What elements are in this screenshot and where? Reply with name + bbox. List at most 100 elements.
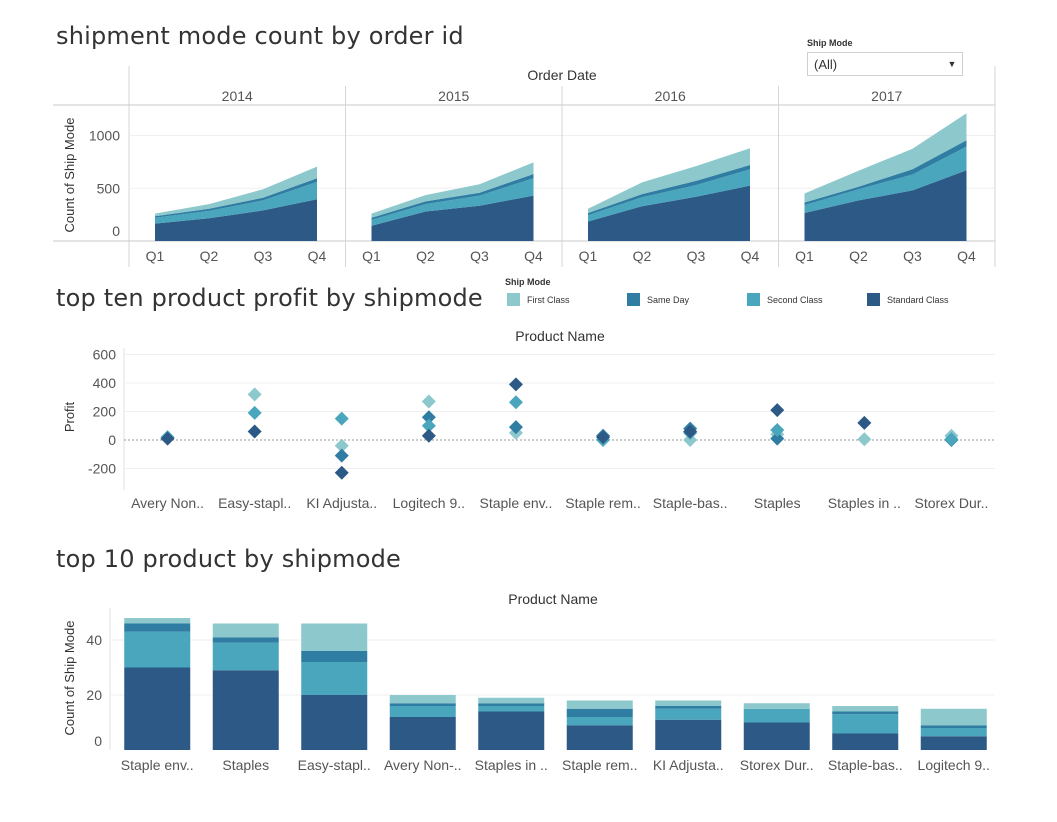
legend-item-standard-class[interactable]: Standard Class <box>867 293 949 306</box>
chart-title-area: shipment mode count by order id <box>56 22 464 50</box>
bar-segment-same-day <box>124 623 191 632</box>
legend-item-second-class[interactable]: Second Class <box>747 293 823 306</box>
y-axis-label: Count of Ship Mode <box>62 621 77 736</box>
scatter-point-first-class <box>857 432 872 447</box>
scatter-point-first-class <box>683 433 698 447</box>
legend-item-same-day[interactable]: Same Day <box>627 293 689 306</box>
scatter-point-standard-class <box>508 377 523 392</box>
ship-mode-filter-label: Ship Mode <box>807 38 853 48</box>
bar-segment-first-class <box>212 623 279 638</box>
legend-label-same-day: Same Day <box>647 294 690 305</box>
bar-segment-same-day <box>478 703 545 706</box>
y-tick-label: 500 <box>97 180 121 196</box>
area-first-class-2016 <box>588 148 750 213</box>
area-second-class-2014 <box>155 181 317 224</box>
scatter-point-first-class <box>247 387 262 402</box>
y-axis-label: Profit <box>62 401 77 432</box>
y-tick-label: -200 <box>88 461 116 477</box>
y-tick-label: 20 <box>86 687 102 703</box>
y-tick-label: 600 <box>93 347 117 363</box>
scatter-point-same-day <box>334 448 349 463</box>
bar-segment-standard-class <box>566 725 633 750</box>
bar-segment-standard-class <box>301 695 368 750</box>
scatter-point-standard-class <box>334 465 349 480</box>
bar-segment-standard-class <box>478 711 545 750</box>
area-second-class-2016 <box>588 169 750 222</box>
bar-segment-first-class <box>389 695 456 704</box>
x-tick-label: Q1 <box>795 248 814 264</box>
legend-label-first-class: First Class <box>527 294 570 305</box>
bar-segment-standard-class <box>655 719 722 750</box>
chart-title-scatter: top ten product profit by shipmode <box>56 284 483 312</box>
ship-mode-filter: Ship Mode (All) ▼ <box>807 38 963 76</box>
bar-segment-same-day <box>301 651 368 662</box>
ship-mode-dropdown[interactable]: (All) ▼ <box>807 52 963 76</box>
year-header-2017: 2017 <box>871 88 902 104</box>
area-standard-class-2016 <box>588 185 750 241</box>
bar-segment-first-class <box>920 708 987 726</box>
x-tick-label: Q4 <box>741 248 760 264</box>
x-tick-label: Q4 <box>957 248 976 264</box>
legend-swatch-first-class <box>507 293 520 306</box>
scatter-point-same-day <box>508 420 523 435</box>
year-header-2014: 2014 <box>222 88 253 104</box>
area-second-class-2017 <box>804 146 967 213</box>
x-tick-label: Q4 <box>308 248 327 264</box>
bar-segment-standard-class <box>832 733 899 750</box>
x-tick-label: Easy-stapl.. <box>218 495 291 511</box>
y-tick-label: 400 <box>93 375 117 391</box>
bar-segment-second-class <box>566 717 633 726</box>
bar-segment-second-class <box>743 708 810 723</box>
legend-swatch-standard-class <box>867 293 880 306</box>
scatter-point-standard-class <box>421 428 436 443</box>
x-tick-label: Easy-stapl.. <box>298 757 371 773</box>
x-tick-label: Storex Dur.. <box>740 757 814 773</box>
chart-title-bar: top 10 product by shipmode <box>56 545 402 573</box>
scatter-point-standard-class <box>596 430 611 445</box>
bar-segment-same-day <box>655 706 722 709</box>
y-tick-label: 0 <box>94 733 102 749</box>
x-tick-label: Staples <box>222 757 269 773</box>
bar-segment-standard-class <box>212 670 279 750</box>
bar-segment-second-class <box>389 706 456 717</box>
bar-segment-standard-class <box>920 736 987 750</box>
x-tick-label: Avery Non-.. <box>384 757 462 773</box>
legend-item-first-class[interactable]: First Class <box>507 293 570 306</box>
area-standard-class-2015 <box>371 195 534 241</box>
bar-segment-same-day <box>920 725 987 728</box>
year-header-2015: 2015 <box>438 88 469 104</box>
y-tick-label: 40 <box>86 632 102 648</box>
area-second-class-2015 <box>371 178 534 226</box>
x-tick-label: KI Adjusta.. <box>306 495 377 511</box>
area-first-class-2015 <box>371 162 534 218</box>
x-tick-label: Staples in .. <box>475 757 548 773</box>
bar-segment-second-class <box>478 706 545 712</box>
scatter-point-first-class <box>334 438 349 453</box>
bar-segment-second-class <box>832 714 899 734</box>
x-tick-label: Staple rem.. <box>562 757 637 773</box>
x-tick-label: Staple-bas.. <box>828 757 903 773</box>
area-same-day-2017 <box>804 140 967 206</box>
bar-segment-second-class <box>301 662 368 695</box>
y-tick-label: 200 <box>93 404 117 420</box>
bar-segment-second-class <box>124 631 191 668</box>
x-tick-label: Staple rem.. <box>565 495 640 511</box>
x-tick-label: Q3 <box>903 248 922 264</box>
scatter-point-standard-class <box>683 424 698 439</box>
scatter-point-standard-class <box>160 431 175 446</box>
dropdown-arrow-icon[interactable]: ▼ <box>947 59 957 69</box>
column-header: Product Name <box>508 591 598 607</box>
y-tick-label: 1000 <box>89 128 120 144</box>
bar-segment-first-class <box>566 700 633 709</box>
bar-segment-standard-class <box>389 717 456 750</box>
bar-segment-second-class <box>655 708 722 720</box>
x-tick-label: Logitech 9.. <box>393 495 465 511</box>
scatter-point-second-class <box>944 432 959 447</box>
x-tick-label: Q1 <box>362 248 381 264</box>
x-tick-label: KI Adjusta.. <box>653 757 724 773</box>
x-tick-label: Storex Dur.. <box>914 495 988 511</box>
area-standard-class-2014 <box>155 199 317 241</box>
ship-mode-legend: Ship Mode First Class Same Day Second Cl… <box>505 277 1025 317</box>
